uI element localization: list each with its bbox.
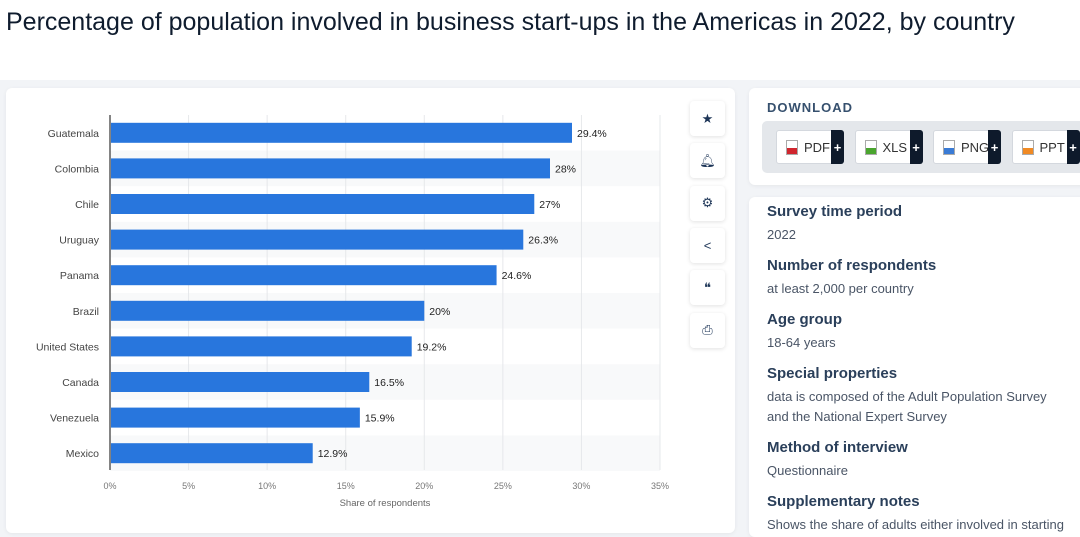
data-label: 28% [555, 163, 576, 175]
info-value: at least 2,000 per country [767, 281, 914, 296]
download-card: DOWNLOAD PDF + XLS + PNG + PPT + [749, 88, 1080, 185]
x-axis-title: Share of respondents [340, 498, 431, 509]
data-label: 16.5% [374, 377, 404, 389]
gear-icon: ⚙ [701, 195, 714, 211]
category-label: Chile [75, 199, 99, 211]
bar [111, 443, 313, 464]
bar [111, 158, 550, 179]
bar [111, 372, 370, 392]
info-heading: Number of respondents [767, 257, 937, 274]
category-label: United States [36, 341, 99, 353]
x-tick-label: 20% [415, 481, 433, 491]
bar-chart: 0% 5% 10% 15% 20% 25% 30% 35% Guatemala 29.4% Colo… [36, 115, 669, 509]
download-pdf-button[interactable]: PDF + [776, 130, 844, 164]
bar [111, 300, 425, 321]
info-heading: Supplementary notes [767, 493, 920, 510]
print-icon: ⎙ [702, 322, 713, 337]
download-label: PNG [961, 139, 990, 155]
page-title: Percentage of population involved in bus… [6, 4, 1066, 40]
xls-file-icon [864, 139, 877, 155]
quote-icon: ❝ [704, 279, 711, 295]
share-icon: < [703, 237, 712, 253]
info-heading: Method of interview [767, 439, 908, 456]
x-tick-label: 0% [103, 481, 116, 491]
category-label: Colombia [55, 163, 100, 175]
download-xls-button[interactable]: XLS + [854, 130, 923, 164]
x-tick-label: 5% [182, 481, 195, 491]
png-file-icon [943, 139, 955, 155]
download-buttons: PDF + XLS + PNG + PPT + [762, 121, 1080, 173]
x-tick-label: 15% [337, 481, 355, 491]
plus-icon[interactable]: + [831, 130, 844, 164]
x-tick-label: 25% [494, 481, 512, 491]
info-heading: Survey time period [767, 203, 903, 220]
bar [111, 122, 572, 143]
download-label: PDF [804, 139, 830, 155]
plus-icon[interactable]: + [909, 130, 923, 164]
data-label: 27% [539, 199, 560, 211]
share-button[interactable]: < [690, 227, 725, 263]
category-label: Canada [62, 377, 99, 389]
info-heading: Special properties [767, 365, 898, 382]
info-card: Survey time period 2022 Number of responde… [749, 197, 1080, 537]
print-button[interactable]: ⎙ [690, 312, 725, 348]
bell-icon: 🔔︎ [699, 152, 716, 168]
download-label: PPT [1039, 139, 1065, 155]
data-label: 29.4% [577, 128, 607, 140]
download-ppt-button[interactable]: PPT + [1011, 130, 1080, 164]
download-heading: DOWNLOAD [767, 100, 853, 115]
info-value: Questionnaire [767, 463, 848, 478]
category-label: Venezuela [50, 413, 99, 425]
info-value: data is composed of the Adult Population… [767, 389, 1047, 424]
x-tick-label: 10% [258, 481, 276, 491]
x-tick-label: 35% [651, 481, 669, 491]
category-label: Panama [60, 270, 99, 282]
data-label: 20% [429, 306, 450, 318]
x-tick-label: 30% [572, 481, 590, 491]
category-label: Mexico [66, 448, 99, 460]
download-label: XLS [882, 139, 908, 155]
info-value: Shows the share of adults either involve… [767, 517, 1065, 532]
quote-button[interactable]: ❝ [690, 270, 725, 306]
bell-button[interactable]: 🔔︎ [690, 143, 725, 179]
star-icon: ★ [701, 110, 714, 126]
gear-button[interactable]: ⚙ [690, 185, 725, 221]
plus-icon[interactable]: + [988, 130, 1001, 164]
pdf-file-icon [786, 139, 798, 155]
bar [111, 229, 524, 250]
info-heading: Age group [767, 311, 842, 328]
info-value: 18-64 years [767, 335, 836, 350]
bar [111, 407, 360, 428]
data-label: 15.9% [365, 413, 395, 425]
star-button[interactable]: ★ [690, 101, 725, 136]
data-label: 24.6% [502, 270, 532, 282]
plus-icon[interactable]: + [1066, 130, 1080, 164]
bar [111, 336, 412, 357]
info-value: 2022 [767, 227, 796, 242]
bar [111, 265, 497, 286]
category-label: Guatemala [48, 128, 100, 140]
bar [111, 194, 535, 214]
data-label: 12.9% [318, 448, 348, 460]
category-label: Brazil [73, 306, 99, 318]
data-label: 19.2% [417, 341, 447, 353]
data-label: 26.3% [528, 235, 558, 247]
download-png-button[interactable]: PNG + [933, 130, 1001, 164]
category-label: Uruguay [59, 235, 99, 247]
ppt-file-icon [1021, 139, 1034, 155]
